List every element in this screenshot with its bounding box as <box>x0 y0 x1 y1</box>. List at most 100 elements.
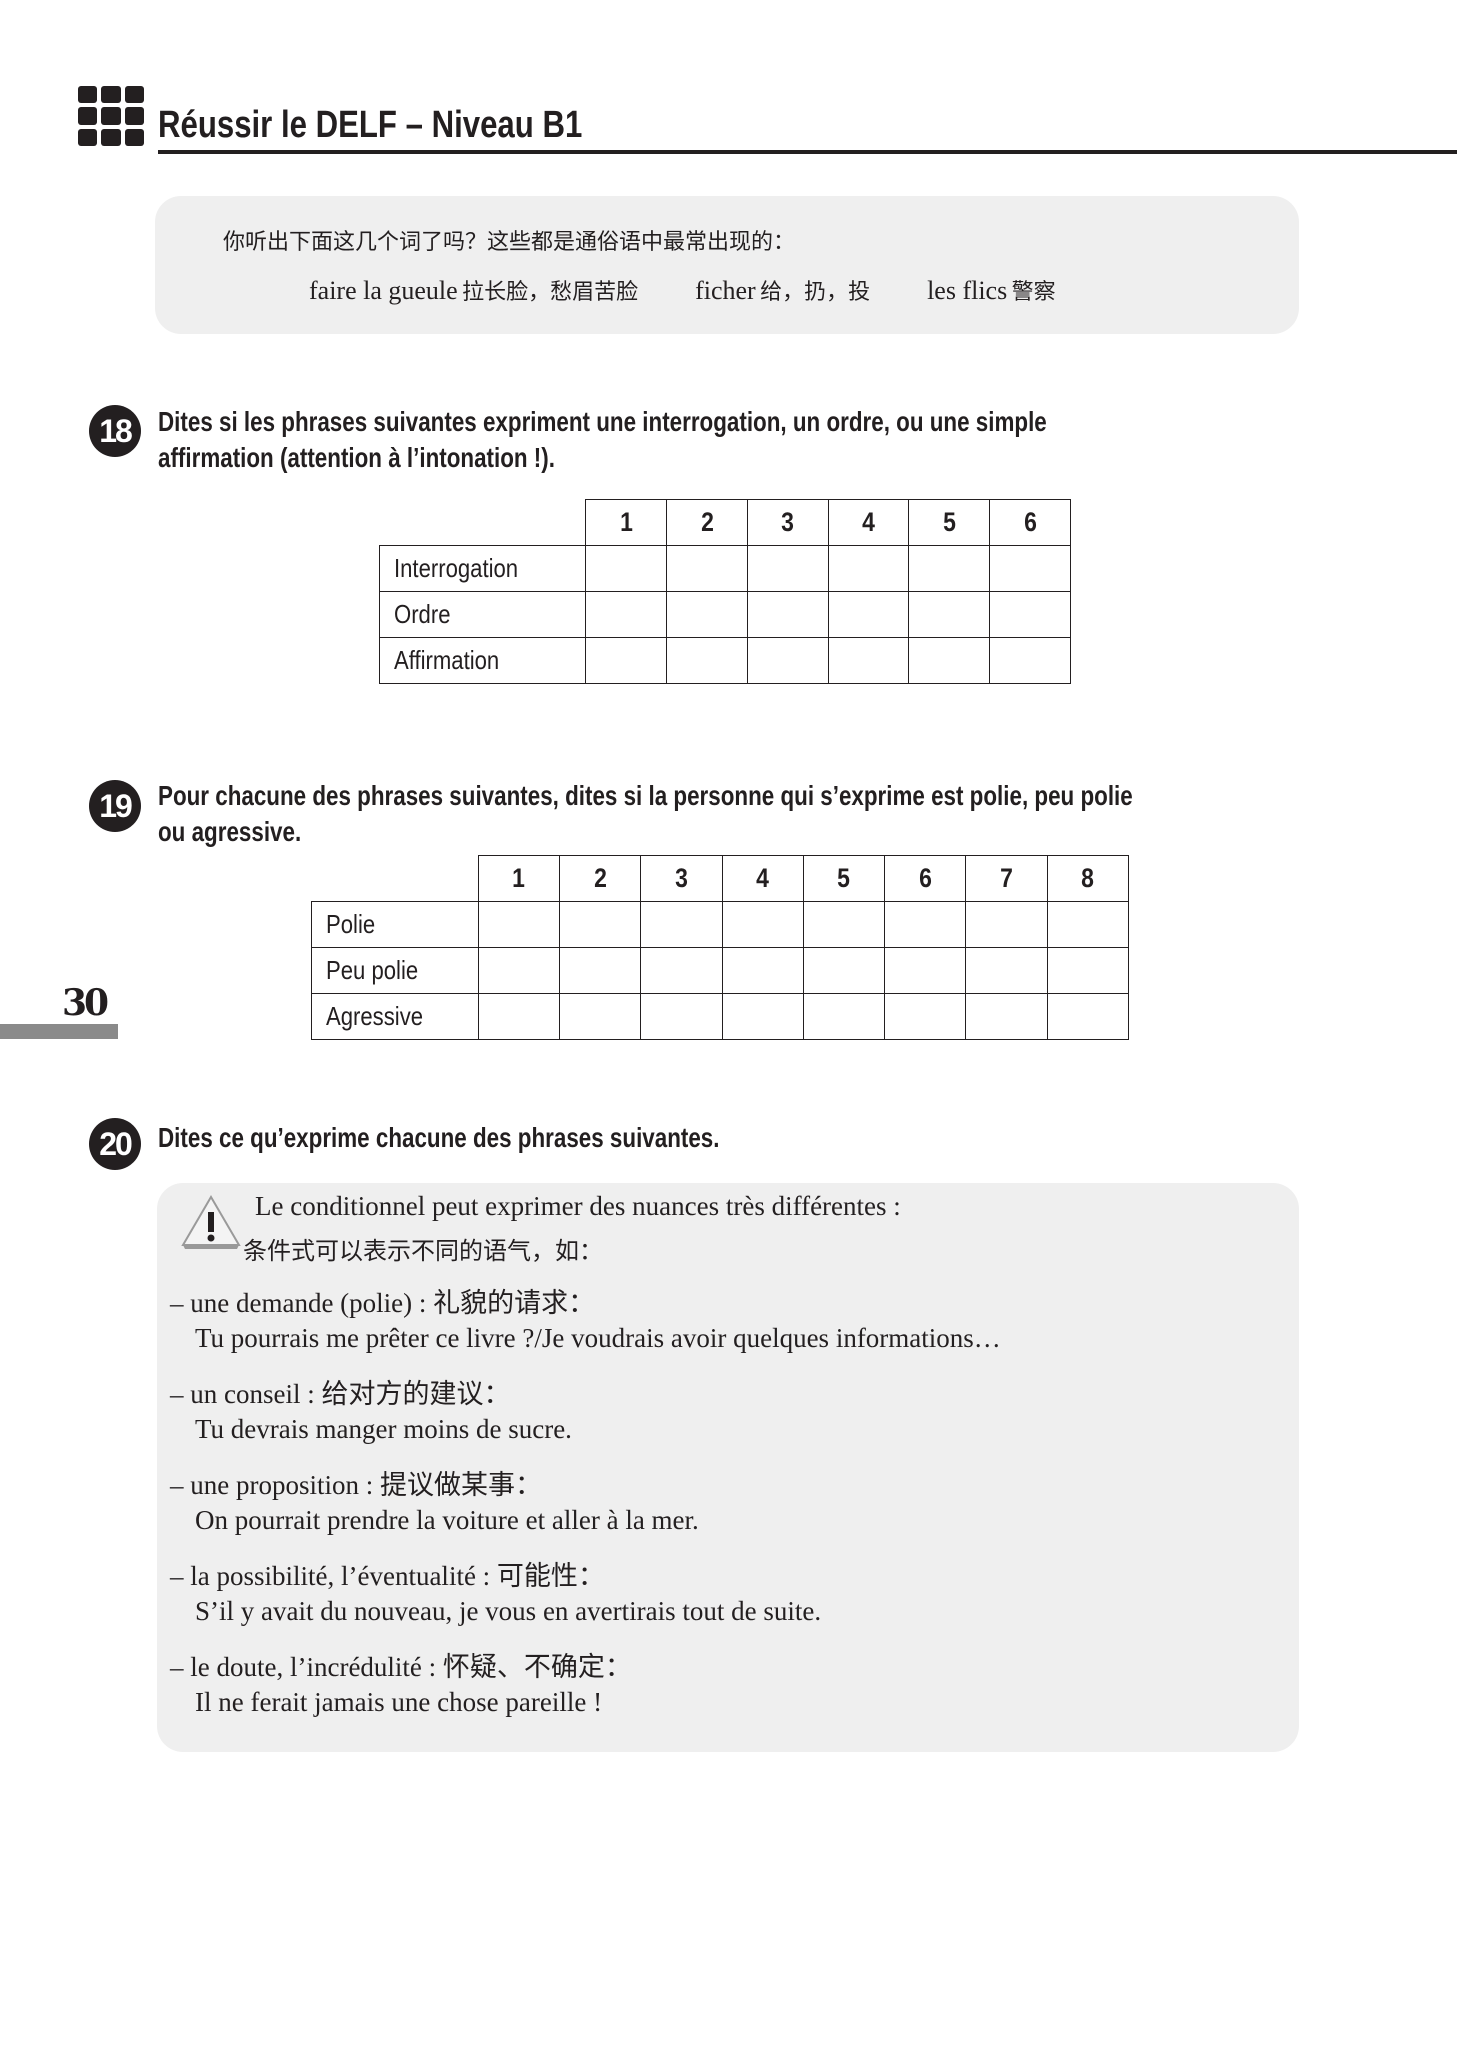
answer-cell[interactable] <box>827 637 910 684</box>
answer-cell[interactable] <box>477 947 560 994</box>
answer-cell[interactable] <box>585 637 668 684</box>
grid-header-row: 1 2 3 4 5 6 <box>380 499 1071 546</box>
column-number: 1 <box>477 855 560 902</box>
row-label: Affirmation <box>378 637 587 684</box>
book-title: Réussir le DELF – Niveau B1 <box>158 104 583 146</box>
usage-item: – une demande (polie) : 礼貌的请求： <box>170 1288 596 1318</box>
answer-cell[interactable] <box>721 901 804 948</box>
answer-cell[interactable] <box>965 947 1048 994</box>
exercise-instruction: Dites si les phrases suivantes expriment… <box>158 404 1047 476</box>
row-label: Interrogation <box>378 545 587 592</box>
answer-cell[interactable] <box>1046 947 1130 994</box>
answer-cell[interactable] <box>585 545 668 592</box>
answer-cell[interactable] <box>989 637 1071 684</box>
answer-cell[interactable] <box>908 637 991 684</box>
answer-cell[interactable] <box>827 545 910 592</box>
answer-grid-18: 1 2 3 4 5 6 Interrogation Ordre Affirmat… <box>378 499 1071 684</box>
answer-cell[interactable] <box>666 637 748 684</box>
answer-cell[interactable] <box>721 947 804 994</box>
note-heading-fr: Le conditionnel peut exprimer des nuance… <box>255 1191 901 1221</box>
instruction-line: ou agressive. <box>158 816 302 847</box>
term-fr: ficher <box>695 276 756 305</box>
grid-row: Peu polie <box>311 947 1130 994</box>
usage-item: – la possibilité, l’éventualité : 可能性： <box>170 1561 605 1591</box>
term-cn: 给，扔，投 <box>760 280 871 305</box>
column-number: 7 <box>965 855 1048 902</box>
exercise-number-badge: 18 <box>89 405 141 457</box>
column-number: 3 <box>640 855 723 902</box>
grid-row: Agressive <box>311 993 1130 1040</box>
grammar-note-box: Le conditionnel peut exprimer des nuance… <box>157 1183 1299 1752</box>
grid-row: Polie <box>311 901 1130 948</box>
answer-cell[interactable] <box>965 993 1048 1040</box>
page-number: 30 <box>62 982 109 1024</box>
answer-cell[interactable] <box>884 901 967 948</box>
answer-cell[interactable] <box>827 591 910 638</box>
answer-cell[interactable] <box>640 993 723 1040</box>
exercise-number-badge: 20 <box>89 1118 141 1170</box>
column-number: 3 <box>746 499 829 546</box>
answer-cell[interactable] <box>640 947 723 994</box>
column-number: 6 <box>989 499 1071 546</box>
row-label: Peu polie <box>311 947 479 994</box>
usage-item: – un conseil : 给对方的建议： <box>170 1379 511 1409</box>
intro-question: 你听出下面这几个词了吗？这些都是通俗语中最常出现的： <box>223 230 796 255</box>
instruction-line: Pour chacune des phrases suivantes, dite… <box>158 780 1133 811</box>
usage-example: Tu devrais manger moins de sucre. <box>195 1414 572 1444</box>
answer-cell[interactable] <box>989 591 1071 638</box>
answer-cell[interactable] <box>908 545 991 592</box>
row-label: Agressive <box>311 993 479 1040</box>
term-fr: faire la gueule <box>309 276 458 305</box>
column-number: 8 <box>1046 855 1130 902</box>
answer-cell[interactable] <box>558 993 642 1040</box>
answer-cell[interactable] <box>746 591 829 638</box>
usage-item: – le doute, l’incrédulité : 怀疑、不确定： <box>170 1652 632 1682</box>
answer-cell[interactable] <box>1046 901 1130 948</box>
column-number: 2 <box>558 855 642 902</box>
intro-box: 你听出下面这几个词了吗？这些都是通俗语中最常出现的： faire la gueu… <box>155 196 1299 334</box>
answer-cell[interactable] <box>585 591 668 638</box>
answer-cell[interactable] <box>558 901 642 948</box>
instruction-line: Dites si les phrases suivantes expriment… <box>158 406 1047 437</box>
answer-cell[interactable] <box>989 545 1071 592</box>
exercise-instruction: Dites ce qu’exprime chacune des phrases … <box>158 1122 720 1153</box>
answer-cell[interactable] <box>884 993 967 1040</box>
usage-item: – une proposition : 提议做某事： <box>170 1470 542 1500</box>
grid-row: Interrogation <box>378 545 1071 592</box>
answer-cell[interactable] <box>802 947 886 994</box>
answer-cell[interactable] <box>721 993 804 1040</box>
column-number: 5 <box>802 855 886 902</box>
page-number-bar <box>0 1024 118 1039</box>
answer-cell[interactable] <box>666 591 748 638</box>
warning-icon <box>181 1195 241 1249</box>
usage-example: Il ne ferait jamais une chose pareille ! <box>195 1687 603 1717</box>
answer-cell[interactable] <box>666 545 748 592</box>
grid-squares-icon <box>78 86 144 146</box>
answer-cell[interactable] <box>558 947 642 994</box>
answer-cell[interactable] <box>1046 993 1130 1040</box>
usage-example: Tu pourrais me prêter ce livre ?/Je voud… <box>195 1323 1001 1353</box>
answer-cell[interactable] <box>746 637 829 684</box>
answer-cell[interactable] <box>746 545 829 592</box>
column-number: 4 <box>827 499 910 546</box>
row-label: Ordre <box>378 591 587 638</box>
answer-cell[interactable] <box>965 901 1048 948</box>
column-number: 5 <box>908 499 991 546</box>
answer-cell[interactable] <box>477 901 560 948</box>
usage-example: On pourrait prendre la voiture et aller … <box>195 1505 699 1535</box>
answer-cell[interactable] <box>802 993 886 1040</box>
answer-cell[interactable] <box>908 591 991 638</box>
answer-cell[interactable] <box>640 901 723 948</box>
row-label: Polie <box>311 901 479 948</box>
answer-grid-19: 1 2 3 4 5 6 7 8 Polie Peu polie Agressiv… <box>311 855 1130 1040</box>
answer-cell[interactable] <box>477 993 560 1040</box>
column-number: 6 <box>884 855 967 902</box>
header-rule <box>158 150 1457 154</box>
intro-terms: faire la gueule 拉长脸，愁眉苦脸 ficher 给，扔，投 le… <box>309 274 1056 306</box>
answer-cell[interactable] <box>802 901 886 948</box>
answer-cell[interactable] <box>884 947 967 994</box>
exercise-instruction: Pour chacune des phrases suivantes, dite… <box>158 778 1133 850</box>
term-cn: 拉长脸，愁眉苦脸 <box>462 280 639 305</box>
column-number: 4 <box>721 855 804 902</box>
grid-row: Affirmation <box>378 637 1071 684</box>
